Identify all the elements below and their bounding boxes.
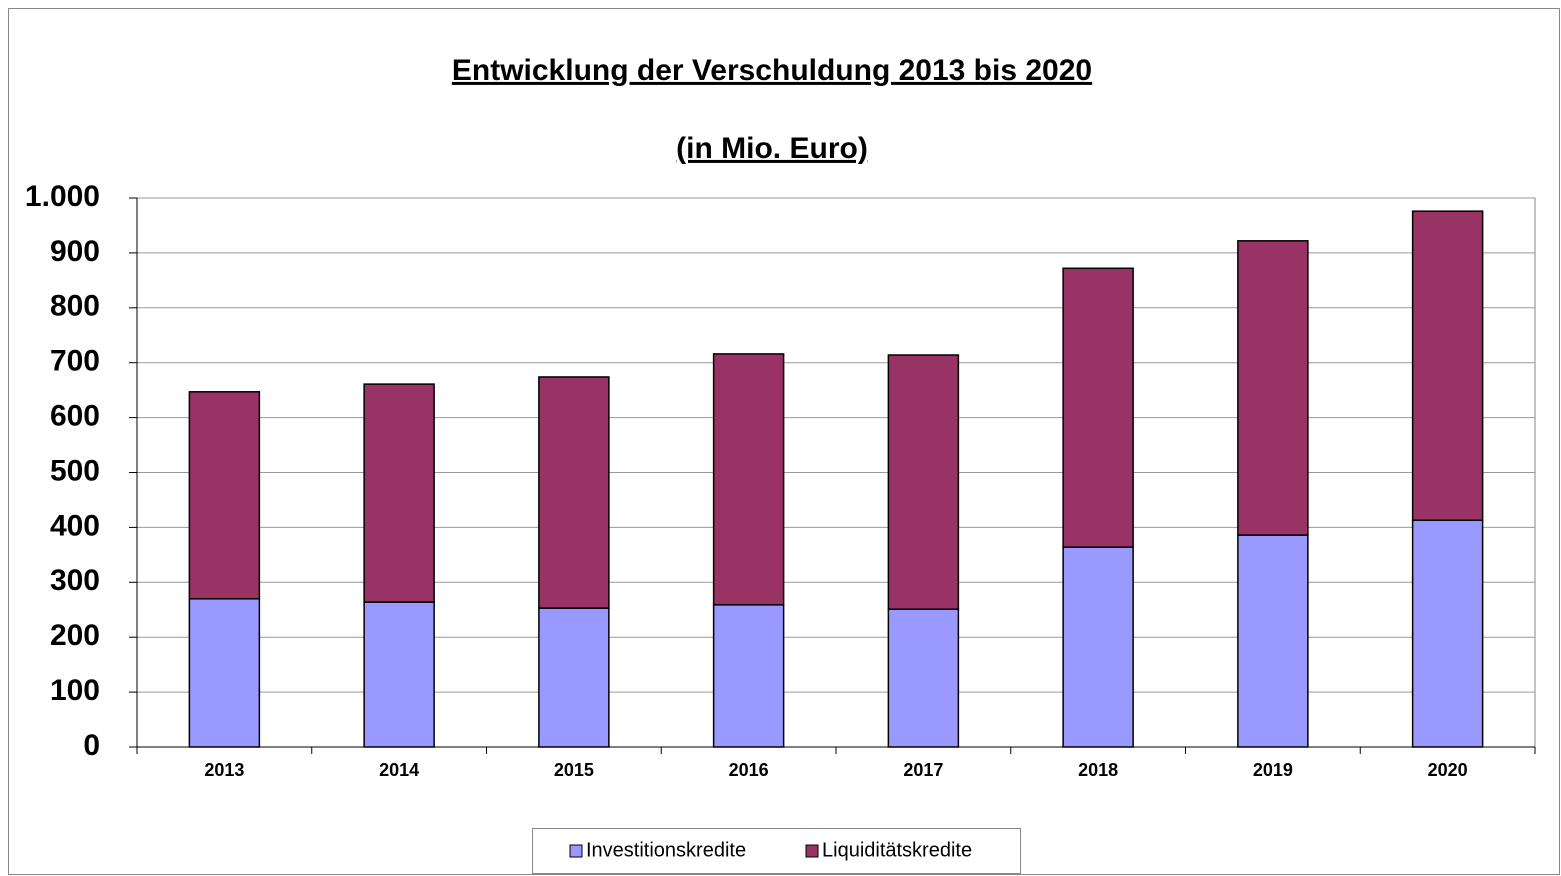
bar-segment xyxy=(712,604,785,748)
bar-segment xyxy=(1062,267,1134,548)
y-tick-label: 600 xyxy=(50,400,100,433)
chart-subtitle: (in Mio. Euro) xyxy=(676,132,868,165)
legend-box xyxy=(532,828,1021,874)
bar-segment xyxy=(1411,210,1484,522)
y-tick-label: 700 xyxy=(50,345,100,378)
y-tick-label: 300 xyxy=(50,564,100,597)
bar-segment xyxy=(887,354,960,610)
y-tick-label: 800 xyxy=(50,290,100,323)
legend-label: Investitionskredite xyxy=(586,839,746,861)
legend-swatch xyxy=(805,844,819,858)
y-tick-label: 900 xyxy=(50,235,100,268)
bar-segment xyxy=(363,601,435,748)
bar-segment xyxy=(363,383,435,603)
y-tick-label: 0 xyxy=(83,729,100,762)
x-tick-label: 2018 xyxy=(1078,760,1118,780)
y-tick-label: 100 xyxy=(50,674,100,707)
x-tick-label: 2014 xyxy=(379,760,419,780)
bar-segment xyxy=(1411,519,1484,748)
bar-segment xyxy=(538,376,610,609)
y-tick-label: 400 xyxy=(50,509,100,542)
y-tick-label: 1.000 xyxy=(25,180,100,213)
x-tick-label: 2019 xyxy=(1253,760,1293,780)
bar-segment xyxy=(1237,240,1309,536)
chart-title: Entwicklung der Verschuldung 2013 bis 20… xyxy=(452,54,1092,87)
x-tick-label: 2020 xyxy=(1428,760,1468,780)
legend-label: Liquiditätskredite xyxy=(822,839,972,861)
y-tick-label: 200 xyxy=(50,619,100,652)
bar-segment xyxy=(538,607,610,748)
bar-segment xyxy=(188,598,261,748)
bar-segment xyxy=(712,353,785,606)
bar-segment xyxy=(887,608,960,748)
bar-segment xyxy=(1237,534,1309,748)
y-tick-label: 500 xyxy=(50,454,100,487)
x-tick-label: 2016 xyxy=(729,760,769,780)
x-tick-label: 2017 xyxy=(903,760,943,780)
bar-segment xyxy=(1062,546,1134,748)
legend-swatch xyxy=(569,844,583,858)
x-tick-label: 2015 xyxy=(554,760,594,780)
x-tick-label: 2013 xyxy=(204,760,244,780)
bar-segment xyxy=(188,391,261,600)
